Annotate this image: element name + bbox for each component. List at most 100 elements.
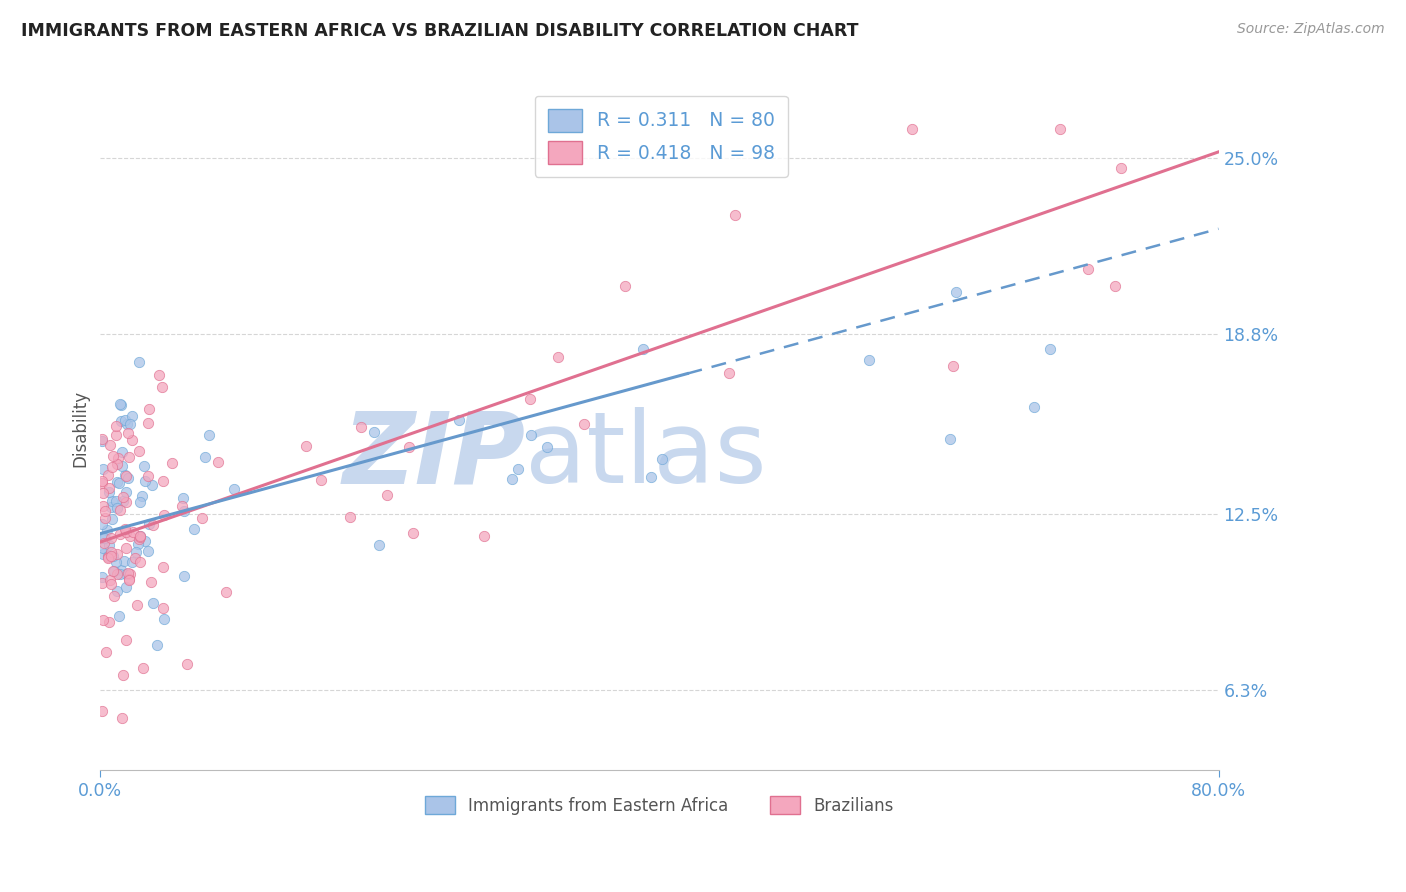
Point [138, 517, 160, 532]
Point [114, 522, 136, 536]
Point [100, 545, 122, 559]
Point [134, 474, 156, 488]
Point [124, 550, 146, 565]
Point [118, 450, 141, 465]
Point [128, 556, 150, 570]
Point [100, 531, 122, 545]
Point [94, 503, 117, 517]
Point [129, 529, 152, 543]
Point [350, 420, 373, 434]
Point [91, 547, 114, 561]
Point [96, 645, 118, 659]
Point [100, 512, 122, 526]
Point [105, 494, 128, 508]
Point [98, 573, 121, 587]
Point [104, 555, 127, 569]
Point [112, 493, 135, 508]
Point [127, 598, 149, 612]
Point [150, 380, 173, 394]
Point [110, 563, 132, 577]
Point [117, 471, 139, 485]
Point [103, 564, 125, 578]
Point [222, 482, 245, 496]
Point [98, 438, 121, 452]
Point [402, 526, 425, 541]
Point [114, 413, 136, 427]
Point [91, 575, 114, 590]
Point [97, 467, 120, 482]
Point [214, 585, 236, 599]
Point [132, 458, 155, 473]
Point [173, 569, 195, 583]
Point [111, 711, 134, 725]
Point [93, 614, 115, 628]
Point [134, 534, 156, 549]
Point [118, 573, 141, 587]
Point [117, 566, 139, 580]
Text: Source: ZipAtlas.com: Source: ZipAtlas.com [1237, 22, 1385, 37]
Point [105, 500, 128, 515]
Point [105, 583, 128, 598]
Point [93, 536, 115, 550]
Point [112, 490, 135, 504]
Point [90, 474, 112, 488]
Point [117, 417, 139, 431]
Point [111, 458, 134, 473]
Point [1077, 261, 1099, 276]
Point [90, 475, 112, 490]
Point [172, 491, 194, 505]
Point [97, 550, 120, 565]
Point [207, 455, 229, 469]
Point [114, 469, 136, 483]
Point [115, 494, 138, 508]
Point [1024, 400, 1046, 414]
Point [115, 580, 138, 594]
Point [90, 434, 112, 448]
Point [148, 368, 170, 383]
Point [142, 596, 165, 610]
Point [110, 503, 132, 517]
Point [112, 668, 135, 682]
Point [98, 485, 121, 500]
Point [136, 416, 159, 430]
Point [129, 495, 152, 509]
Point [98, 615, 121, 629]
Point [117, 572, 139, 586]
Point [1039, 342, 1062, 356]
Point [91, 541, 114, 555]
Point [183, 522, 205, 536]
Point [141, 478, 163, 492]
Point [121, 433, 143, 447]
Point [101, 449, 124, 463]
Point [108, 609, 131, 624]
Text: IMMIGRANTS FROM EASTERN AFRICA VS BRAZILIAN DISABILITY CORRELATION CHART: IMMIGRANTS FROM EASTERN AFRICA VS BRAZIL… [21, 22, 859, 40]
Point [1104, 279, 1126, 293]
Point [613, 279, 636, 293]
Point [136, 468, 159, 483]
Point [173, 504, 195, 518]
Point [363, 425, 385, 439]
Point [121, 525, 143, 540]
Point [547, 351, 569, 365]
Point [124, 544, 146, 558]
Point [152, 508, 174, 523]
Point [114, 541, 136, 555]
Point [94, 511, 117, 525]
Point [114, 467, 136, 482]
Point [651, 452, 673, 467]
Point [132, 661, 155, 675]
Point [146, 638, 169, 652]
Point [100, 500, 122, 514]
Point [138, 401, 160, 416]
Point [520, 427, 543, 442]
Point [91, 500, 114, 514]
Point [93, 531, 115, 545]
Point [97, 481, 120, 495]
Point [142, 518, 165, 533]
Point [101, 460, 124, 475]
Point [309, 473, 332, 487]
Y-axis label: Disability: Disability [72, 390, 89, 467]
Point [108, 567, 131, 582]
Point [120, 417, 142, 431]
Point [129, 530, 152, 544]
